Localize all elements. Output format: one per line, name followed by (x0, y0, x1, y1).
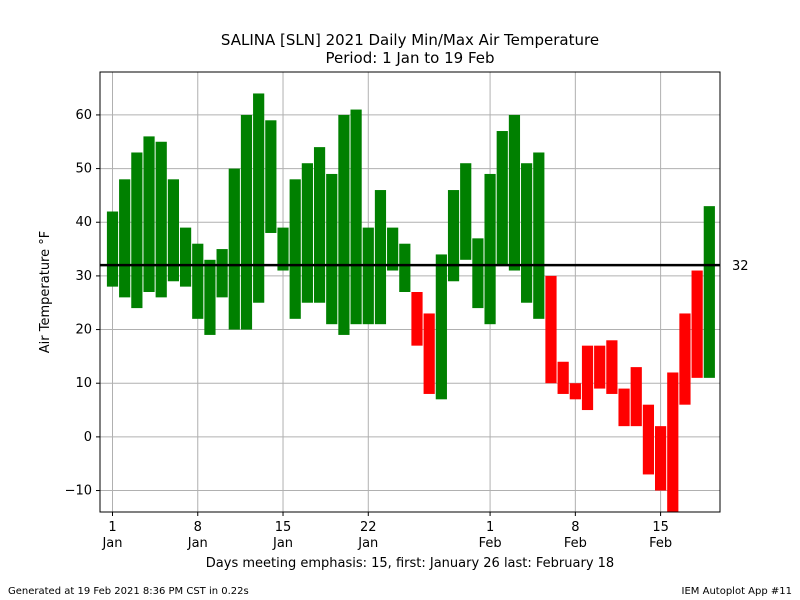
x-tick-label: 15 (275, 520, 292, 535)
temperature-bar (313, 147, 326, 303)
temperature-bar (228, 168, 240, 330)
footer-generated: Generated at 19 Feb 2021 8:36 PM CST in … (8, 586, 249, 597)
x-tick-month-label: Feb (649, 536, 672, 551)
temperature-bar (253, 93, 265, 303)
temperature-bar (667, 372, 679, 512)
y-tick-label: 0 (84, 430, 92, 445)
temperature-bar (240, 114, 253, 330)
temperature-bar (143, 136, 155, 292)
temperature-bar (131, 152, 143, 309)
temperature-bar (155, 141, 167, 298)
temperature-bar (630, 367, 642, 427)
temperature-bar (594, 345, 606, 389)
temperature-bar (216, 249, 228, 298)
temperature-bar (119, 179, 131, 298)
y-tick-label: 40 (75, 215, 92, 230)
temperature-bar (606, 340, 618, 394)
temperature-bar (362, 227, 374, 325)
temperature-bar (447, 190, 460, 282)
temperature-bar (301, 163, 313, 303)
temperature-bar (106, 211, 119, 287)
footer-app: IEM Autoplot App #11 (681, 586, 792, 597)
temperature-bar (179, 227, 192, 287)
temperature-bar (387, 227, 399, 271)
threshold-layer: 32 (100, 259, 749, 274)
temperature-bar (265, 120, 277, 233)
temperature-bar (204, 259, 216, 335)
x-tick-label: 8 (571, 520, 579, 535)
x-tick-label: 1 (486, 520, 494, 535)
x-tick-month-label: Feb (479, 536, 502, 551)
temperature-bar (679, 313, 691, 405)
threshold-label: 32 (732, 259, 749, 274)
y-tick-label: 10 (75, 376, 92, 391)
temperature-bar (496, 131, 508, 266)
x-tick-month-label: Jan (101, 536, 122, 551)
temperature-bar (521, 163, 533, 303)
temperature-bar (326, 173, 338, 325)
temperature-bars (106, 93, 715, 512)
temperature-bar (545, 275, 557, 384)
y-axis-label: Air Temperature °F (38, 231, 53, 353)
temperature-bar (350, 109, 362, 325)
temperature-bar (192, 243, 204, 319)
y-tick-label: 30 (75, 269, 92, 284)
axes: −1001020304050601Jan8Jan15Jan22Jan1Feb8F… (65, 108, 673, 551)
x-tick-label: 15 (652, 520, 669, 535)
temperature-bar (508, 114, 521, 271)
temperature-bar (472, 238, 484, 309)
y-tick-label: −10 (65, 484, 92, 499)
plot-frame (99, 71, 721, 513)
temperature-bar (435, 254, 447, 400)
bar-group (106, 93, 715, 512)
temperature-bar (533, 152, 545, 319)
temperature-bar (423, 313, 435, 394)
x-tick-label: 1 (108, 520, 116, 535)
temperature-bar (618, 388, 630, 427)
temperature-bar (691, 270, 703, 378)
temperature-bar (655, 426, 667, 491)
x-tick-month-label: Jan (357, 536, 378, 551)
temperature-bar (399, 243, 411, 292)
temperature-bar (557, 361, 569, 394)
chart-subtitle: Period: 1 Jan to 19 Feb (325, 49, 495, 67)
temperature-bar (411, 292, 423, 346)
temperature-bar (703, 206, 715, 378)
temperature-bar (484, 173, 496, 325)
x-axis-label: Days meeting emphasis: 15, first: Januar… (206, 556, 614, 571)
x-tick-month-label: Jan (272, 536, 293, 551)
x-tick-month-label: Feb (564, 536, 587, 551)
temperature-bar (338, 114, 350, 335)
x-tick-label: 22 (360, 520, 377, 535)
y-tick-label: 50 (75, 162, 92, 177)
temperature-bar (569, 383, 581, 400)
temperature-bar (374, 190, 387, 325)
y-tick-label: 60 (75, 108, 92, 123)
temperature-bar (289, 179, 301, 319)
temperature-bar (167, 179, 179, 282)
temperature-bar (581, 345, 594, 411)
temperature-bar (642, 404, 655, 475)
chart-title: SALINA [SLN] 2021 Daily Min/Max Air Temp… (220, 31, 600, 49)
grid-lines (100, 72, 720, 512)
x-tick-label: 8 (194, 520, 202, 535)
temperature-bar (460, 163, 472, 260)
x-tick-month-label: Jan (187, 536, 208, 551)
temperature-bar (277, 227, 289, 271)
y-tick-label: 20 (75, 323, 92, 338)
